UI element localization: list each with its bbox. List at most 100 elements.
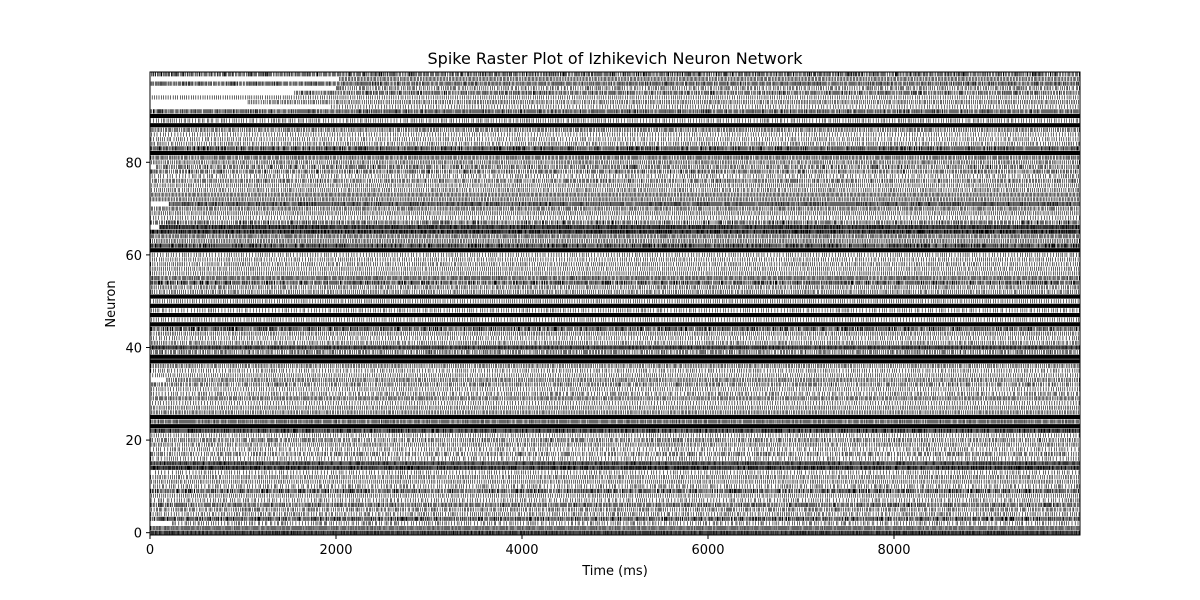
spike-train <box>150 451 1079 457</box>
x-tick-label: 6000 <box>691 543 724 558</box>
y-tick-label: 0 <box>134 527 142 542</box>
spike-train <box>150 456 1079 461</box>
plot-frame <box>149 71 1081 536</box>
spike-train <box>150 363 1080 369</box>
spike-train <box>150 155 1080 160</box>
spike-marks <box>149 72 1081 535</box>
spike-train <box>151 340 1079 345</box>
spike-train <box>150 262 1080 267</box>
spike-train <box>151 160 1080 165</box>
spike-train <box>150 238 1080 244</box>
x-tick-label: 4000 <box>505 543 538 558</box>
spike-train <box>150 442 1079 447</box>
chart-title: Spike Raster Plot of Izhikevich Neuron N… <box>428 49 804 68</box>
spike-train <box>149 396 1081 401</box>
spike-train <box>151 433 1080 438</box>
spike-train <box>150 127 1080 132</box>
spike-train <box>150 345 1080 350</box>
spike-train <box>151 252 1080 257</box>
spike-train <box>149 276 1080 281</box>
spike-train <box>149 382 1080 387</box>
spike-train <box>153 484 1080 489</box>
spike-train <box>152 401 1080 406</box>
y-tick-label: 60 <box>125 249 142 264</box>
spike-train <box>150 516 1080 521</box>
spike-train <box>151 95 1081 100</box>
spike-train <box>152 257 1079 262</box>
spike-train <box>150 243 1080 248</box>
spike-train <box>151 387 1080 392</box>
spike-train <box>151 174 1079 179</box>
spike-train <box>150 512 1080 517</box>
x-tick-label: 2000 <box>319 543 352 558</box>
spike-train <box>150 109 1081 114</box>
spike-train <box>151 350 1080 355</box>
spike-train <box>151 493 1080 498</box>
spike-train-solid <box>150 312 1080 318</box>
spike-train <box>149 72 1080 77</box>
spike-train <box>149 447 1080 452</box>
spike-train <box>150 220 1081 225</box>
spike-train <box>149 438 1081 443</box>
x-axis-label: Time (ms) <box>581 564 648 579</box>
spike-train <box>172 521 1079 526</box>
spike-train <box>149 169 1080 174</box>
spike-train <box>151 285 1081 290</box>
spike-train-solid <box>150 248 1080 253</box>
spike-train <box>149 479 1079 484</box>
spike-train <box>150 289 1079 294</box>
spike-train <box>247 100 1079 105</box>
spike-train <box>149 192 1080 197</box>
spike-train-solid <box>150 354 1080 359</box>
spike-train <box>331 104 1079 109</box>
spike-train <box>168 201 1080 206</box>
spike-train <box>150 530 1080 535</box>
spike-train <box>151 132 1079 137</box>
spike-train <box>150 368 1080 373</box>
spike-train <box>151 188 1079 193</box>
spike-train <box>151 410 1081 415</box>
spike-train <box>336 86 1080 91</box>
spike-train <box>150 137 1079 142</box>
spike-train <box>150 419 1081 424</box>
spike-train-solid <box>150 359 1080 364</box>
spike-train <box>149 488 1080 494</box>
spike-train <box>150 299 1081 304</box>
spike-train <box>150 271 1080 276</box>
spike-train-solid <box>150 322 1080 327</box>
y-tick-label: 80 <box>125 156 142 171</box>
x-tick-label: 8000 <box>877 543 910 558</box>
spike-train <box>150 266 1080 271</box>
spike-train <box>294 90 1080 95</box>
y-tick-label: 20 <box>125 434 142 449</box>
y-axis-label: Neuron <box>104 280 119 327</box>
spike-train <box>150 146 1081 151</box>
spike-train-solid <box>150 113 1080 119</box>
spike-train <box>150 81 1079 86</box>
spike-train-solid <box>150 150 1080 156</box>
spike-train <box>150 526 1080 531</box>
spike-train <box>156 164 1079 169</box>
spike-train <box>150 465 1080 470</box>
spike-train <box>149 178 1080 183</box>
spike-train <box>149 461 1080 466</box>
spike-train <box>150 215 1080 220</box>
spike-train <box>339 76 1080 81</box>
spike-train <box>151 317 1079 322</box>
spike-train-solid <box>150 123 1080 128</box>
x-tick-label: 0 <box>146 543 154 558</box>
spike-train <box>150 498 1080 503</box>
spike-train <box>149 373 1080 378</box>
spike-train <box>150 141 1080 146</box>
spike-train <box>155 470 1080 475</box>
spike-train <box>159 225 1081 230</box>
spike-train <box>149 229 1081 234</box>
spike-train <box>150 197 1079 202</box>
spike-train <box>150 211 1081 216</box>
spike-train <box>150 331 1079 336</box>
spike-train <box>151 308 1080 313</box>
spike-train <box>151 391 1078 396</box>
spike-train <box>150 234 1079 239</box>
spike-train <box>150 428 1081 433</box>
